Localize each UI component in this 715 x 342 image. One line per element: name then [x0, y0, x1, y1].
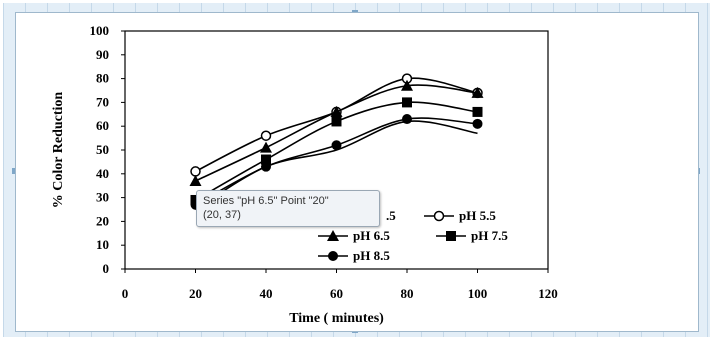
legend-marker [433, 210, 445, 222]
tooltip-series-line: Series "pH 6.5" Point "20" [203, 195, 329, 207]
x-tick-label: 0 [122, 286, 129, 301]
x-axis-title: Time ( minutes) [289, 311, 384, 326]
y-tick-label: 40 [96, 166, 109, 181]
tooltip-value-line: (20, 37) [203, 209, 241, 221]
x-tick-label: 80 [401, 286, 414, 301]
data-point-marker [260, 141, 272, 153]
y-tick-label: 0 [103, 261, 110, 276]
data-point-marker [471, 86, 484, 98]
legend-label: pH 8.5 [353, 248, 390, 263]
x-tick-label: 20 [189, 286, 202, 301]
data-point-marker [260, 130, 272, 141]
data-point-tooltip: Series "pH 6.5" Point "20" (20, 37) [196, 190, 380, 227]
legend-marker [328, 251, 338, 261]
data-point-marker [472, 118, 483, 129]
y-tick-label: 30 [96, 190, 109, 205]
x-tick-label: 60 [330, 286, 343, 301]
y-tick-label: 60 [96, 118, 109, 133]
y-tick-label: 70 [96, 94, 109, 109]
legend-label-partial: .5 [386, 208, 396, 223]
series-line-5 [195, 120, 478, 211]
data-point-marker [472, 106, 483, 117]
y-tick-label: 100 [90, 23, 110, 38]
y-tick-label: 80 [96, 71, 109, 86]
data-point-marker [189, 174, 202, 186]
data-point-marker [402, 97, 412, 108]
y-tick-label: 10 [96, 237, 109, 252]
y-tick-label: 50 [96, 142, 109, 157]
y-tick-label: 20 [96, 213, 109, 228]
legend-label: pH 5.5 [459, 208, 496, 223]
data-point-marker [331, 140, 342, 151]
data-point-marker [190, 166, 201, 177]
x-tick-label: 120 [538, 286, 558, 301]
legend-marker [446, 231, 456, 241]
legend-label: pH 6.5 [353, 228, 390, 243]
x-tick-label: 100 [468, 286, 488, 301]
x-tick-label: 40 [260, 286, 273, 301]
data-point-marker [330, 105, 343, 117]
y-tick-label: 90 [96, 47, 109, 62]
y-axis-title: % Color Reduction [51, 92, 66, 209]
data-point-marker [401, 79, 413, 91]
data-point-marker [261, 154, 271, 165]
legend-label: pH 7.5 [471, 228, 508, 243]
data-point-marker [331, 116, 342, 127]
legend-marker [327, 230, 339, 241]
